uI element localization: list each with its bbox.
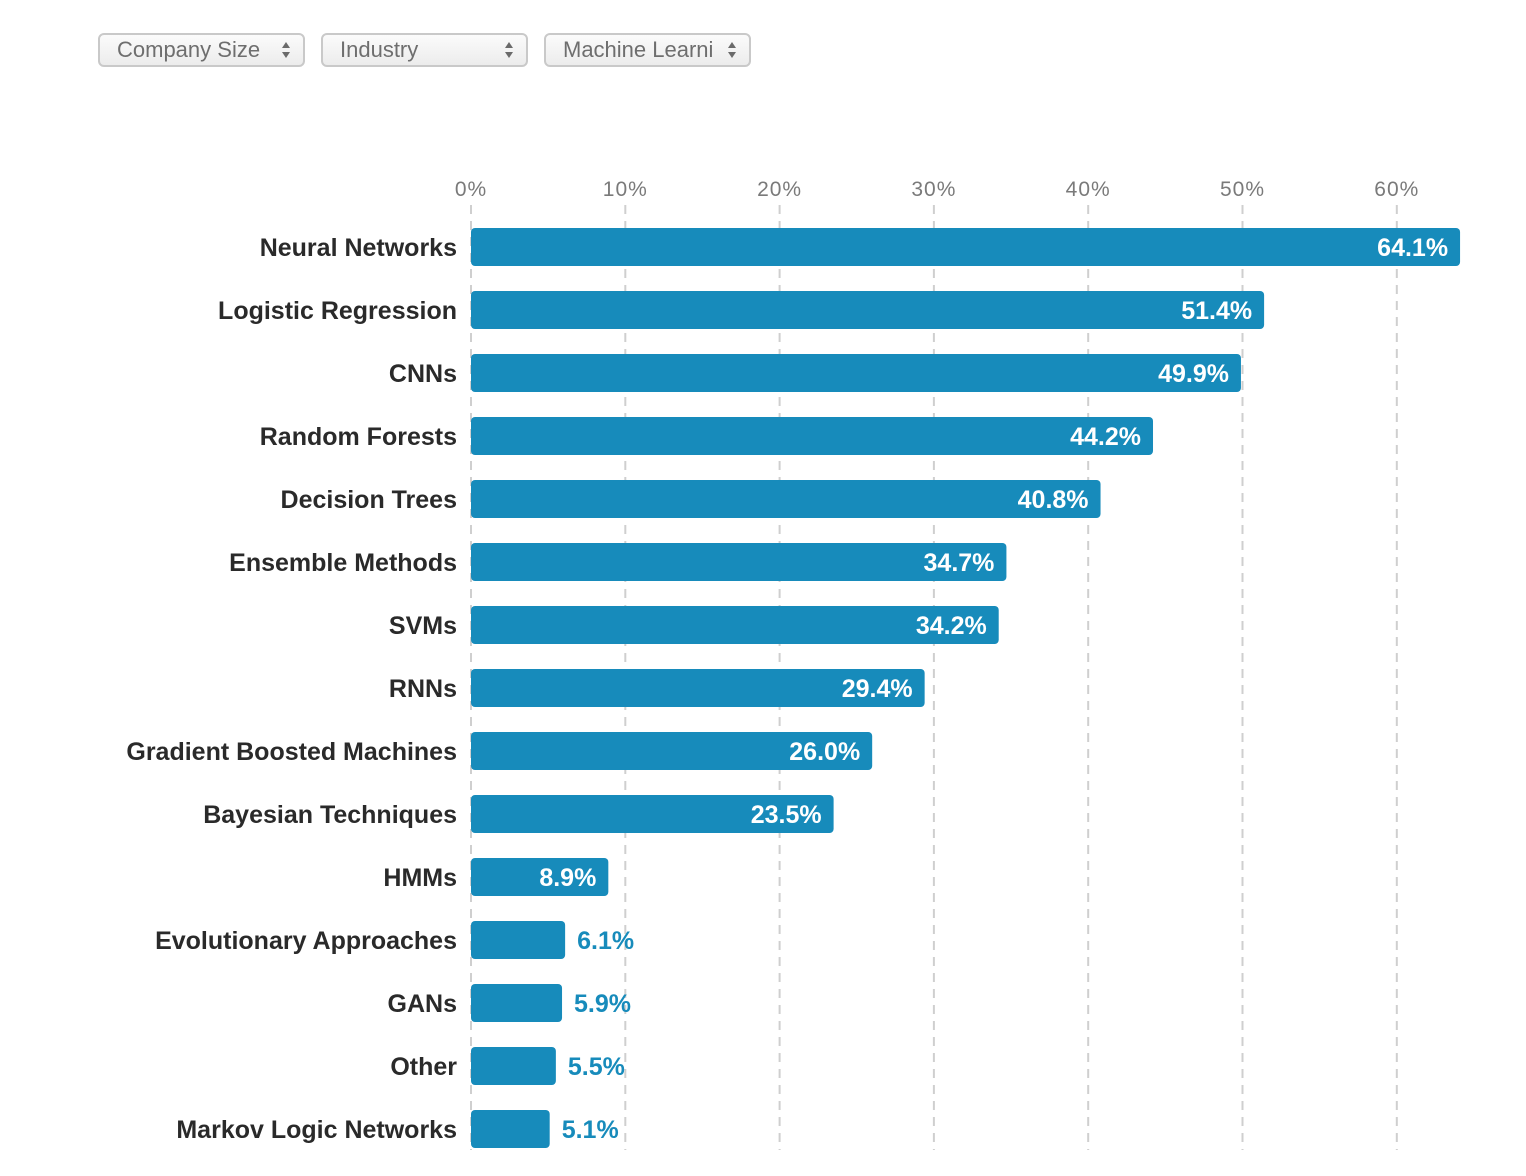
bar	[471, 732, 873, 770]
category-label: Markov Logic Networks	[176, 1116, 457, 1144]
value-label: 29.4%	[842, 675, 913, 703]
value-label: 26.0%	[789, 738, 860, 766]
filter-bar: Company Size Industry Machine Learni	[98, 33, 751, 67]
value-label: 23.5%	[751, 801, 822, 829]
category-label: Evolutionary Approaches	[155, 927, 457, 955]
category-label: Logistic Regression	[218, 297, 457, 325]
machine-learning-select-value: Machine Learni	[563, 37, 714, 62]
value-label: 8.9%	[539, 864, 596, 892]
bar	[471, 669, 925, 707]
category-label: Random Forests	[260, 423, 457, 451]
x-tick-label: 20%	[757, 178, 802, 201]
value-label: 6.1%	[577, 927, 634, 955]
bar	[471, 228, 1461, 266]
bar	[471, 858, 609, 896]
value-label: 64.1%	[1377, 234, 1448, 262]
select-arrows-icon	[728, 42, 736, 58]
value-label: 49.9%	[1158, 360, 1229, 388]
category-label: Other	[390, 1053, 457, 1081]
bar	[471, 291, 1265, 329]
machine-learning-select[interactable]: Machine Learni	[544, 33, 751, 67]
category-label: RNNs	[389, 675, 457, 703]
bar	[471, 984, 563, 1022]
company-size-select[interactable]: Company Size	[98, 33, 305, 67]
bar	[471, 921, 566, 959]
bar	[471, 543, 1007, 581]
category-label: Neural Networks	[260, 234, 457, 262]
value-label: 44.2%	[1070, 423, 1141, 451]
bar	[471, 1110, 550, 1148]
category-label: Ensemble Methods	[229, 549, 457, 577]
bar	[471, 1047, 556, 1085]
x-tick-label: 0%	[455, 178, 487, 201]
bar	[471, 606, 999, 644]
value-label: 40.8%	[1018, 486, 1089, 514]
select-arrows-icon	[505, 42, 513, 58]
x-tick-label: 30%	[911, 178, 956, 201]
x-tick-label: 10%	[603, 178, 648, 201]
value-label: 5.1%	[562, 1116, 619, 1144]
value-label: 34.7%	[924, 549, 995, 577]
x-tick-label: 50%	[1220, 178, 1265, 201]
industry-select-value: Industry	[340, 37, 419, 62]
category-label: Bayesian Techniques	[203, 801, 457, 829]
value-label: 5.9%	[574, 990, 631, 1018]
bar	[471, 795, 834, 833]
company-size-select-value: Company Size	[117, 37, 261, 62]
x-tick-label: 40%	[1066, 178, 1111, 201]
category-label: SVMs	[389, 612, 457, 640]
value-label: 5.5%	[568, 1053, 625, 1081]
category-label: Decision Trees	[281, 486, 457, 514]
bar	[471, 480, 1101, 518]
value-label: 34.2%	[916, 612, 987, 640]
bar	[471, 417, 1154, 455]
category-label: HMMs	[383, 864, 457, 892]
category-label: CNNs	[389, 360, 457, 388]
category-label: Gradient Boosted Machines	[126, 738, 457, 766]
value-label: 51.4%	[1181, 297, 1252, 325]
category-label: GANs	[388, 990, 457, 1018]
select-arrows-icon	[282, 42, 290, 58]
industry-select[interactable]: Industry	[321, 33, 528, 67]
x-tick-label: 60%	[1374, 178, 1419, 201]
bar	[471, 354, 1241, 392]
